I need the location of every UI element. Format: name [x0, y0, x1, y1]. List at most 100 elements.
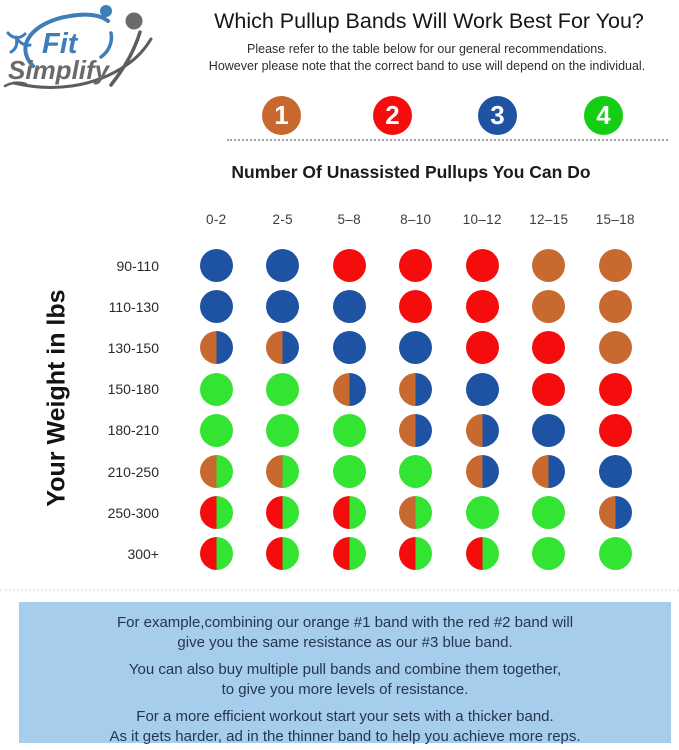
- grid-cell: [449, 327, 516, 368]
- legend-separator: [227, 139, 668, 141]
- band-dot-blue: [465, 372, 499, 406]
- band-dot-green: [266, 413, 300, 447]
- band-dot-orange: [532, 249, 566, 283]
- band-dot-green: [532, 496, 566, 530]
- grid-cell: [516, 451, 583, 492]
- logo-blue-head-icon: [100, 5, 112, 17]
- grid-cell: [250, 286, 317, 327]
- band-dot-blue: [266, 290, 300, 324]
- band-dot-green: [332, 455, 366, 489]
- band-dot-red: [399, 290, 433, 324]
- grid-cell: [183, 492, 250, 533]
- grid-cell: [582, 492, 649, 533]
- logo-simplify-text: Simplify: [8, 55, 111, 85]
- footer-paragraph-2: You can also buy multiple pull bands and…: [19, 660, 671, 700]
- band-dot-orange-blue: [199, 331, 233, 365]
- grid-cell: [582, 286, 649, 327]
- page-title: Which Pullup Bands Will Work Best For Yo…: [214, 9, 644, 33]
- grid-cell: [383, 245, 450, 286]
- logo-gray-head-icon: [125, 12, 143, 30]
- grid-cell: [250, 410, 317, 451]
- grid-cell: [250, 492, 317, 533]
- row-label: 90-110: [116, 257, 159, 274]
- band-dot-red: [332, 249, 366, 283]
- grid-cell: [250, 451, 317, 492]
- grid-cell: [183, 327, 250, 368]
- band-dot-orange-green: [199, 455, 233, 489]
- grid-cell: [516, 410, 583, 451]
- subtitle-line-2: However please note that the correct ban…: [208, 58, 646, 73]
- band-dot-red-green: [332, 496, 366, 530]
- footer-line: to give you more levels of resistance.: [221, 681, 469, 698]
- band-dot-red-green: [399, 537, 433, 571]
- band-dot-orange: [598, 249, 632, 283]
- footer-paragraph-3: For a more efficient workout start your …: [19, 707, 671, 747]
- band-dot-orange-blue: [399, 413, 433, 447]
- grid-cell: [316, 492, 383, 533]
- grid-cell: [516, 245, 583, 286]
- band-dot-orange-blue: [598, 496, 632, 530]
- column-header: 12–15: [529, 212, 569, 227]
- band-dot-red: [598, 372, 632, 406]
- logo-bottom-swoosh: [12, 37, 153, 89]
- band-dot-red-green: [199, 496, 233, 530]
- band-dot-orange-blue: [266, 331, 300, 365]
- band-dot-blue: [266, 249, 300, 283]
- column-header: 15–18: [595, 212, 635, 227]
- grid-cell: [316, 286, 383, 327]
- grid-cell: [383, 410, 450, 451]
- grid-cell: [582, 410, 649, 451]
- band-dot-red-green: [199, 537, 233, 571]
- band-dot-green: [598, 537, 632, 571]
- band-dot-blue: [399, 331, 433, 365]
- footer-note: For example,combining our orange #1 band…: [19, 602, 671, 745]
- grid-cell: [516, 327, 583, 368]
- grid-cell: [449, 369, 516, 410]
- grid-cell: [316, 245, 383, 286]
- grid-cell: [183, 533, 250, 574]
- grid-cell: [449, 533, 516, 574]
- column-header: 0-2: [206, 212, 227, 227]
- band-dot-red: [465, 331, 499, 365]
- grid-cell: [516, 286, 583, 327]
- grid-cell: [449, 492, 516, 533]
- row-label: 130-150: [107, 339, 159, 356]
- grid-cell: [383, 533, 450, 574]
- band-dot-red: [465, 290, 499, 324]
- grid-cell: [582, 533, 649, 574]
- band-1-badge: 1: [262, 96, 301, 135]
- footer-line: As it gets harder, ad in the thinner ban…: [109, 728, 581, 745]
- footer-line: For example,combining our orange #1 band…: [116, 614, 574, 631]
- row-label: 110-130: [108, 298, 159, 315]
- footer-paragraph-1: For example,combining our orange #1 band…: [19, 613, 671, 653]
- band-dot-orange-blue: [399, 372, 433, 406]
- band-dot-orange-green: [399, 496, 433, 530]
- logo-fit-text: Fit: [42, 28, 79, 60]
- grid-cell: [383, 369, 450, 410]
- column-headers: 0-2 2-5 5–8 8–10 10–12 12–15 15–18: [183, 212, 649, 227]
- grid-cell: [449, 410, 516, 451]
- column-header: 10–12: [462, 212, 502, 227]
- grid-cell: [383, 327, 450, 368]
- band-dot-blue: [199, 290, 233, 324]
- band-dot-red: [532, 331, 566, 365]
- subtitle-line-1: Please refer to the table below for our …: [247, 42, 607, 56]
- grid-cell: [316, 369, 383, 410]
- band-3-badge: 3: [478, 96, 517, 135]
- band-dot-red: [399, 249, 433, 283]
- band-dot-blue: [532, 413, 566, 447]
- grid-cell: [183, 286, 250, 327]
- grid-cell: [316, 410, 383, 451]
- band-dot-red: [598, 413, 632, 447]
- row-label: 180-210: [107, 422, 159, 439]
- footer-line: give you the same resistance as our #3 b…: [177, 634, 513, 651]
- subtitle: Please refer to the table below for our …: [178, 41, 676, 74]
- band-4-badge: 4: [584, 96, 623, 135]
- column-header: 8–10: [400, 212, 432, 227]
- row-label: 250-300: [107, 504, 159, 521]
- grid-cell: [516, 492, 583, 533]
- band-dot-orange: [532, 290, 566, 324]
- grid-cell: [383, 451, 450, 492]
